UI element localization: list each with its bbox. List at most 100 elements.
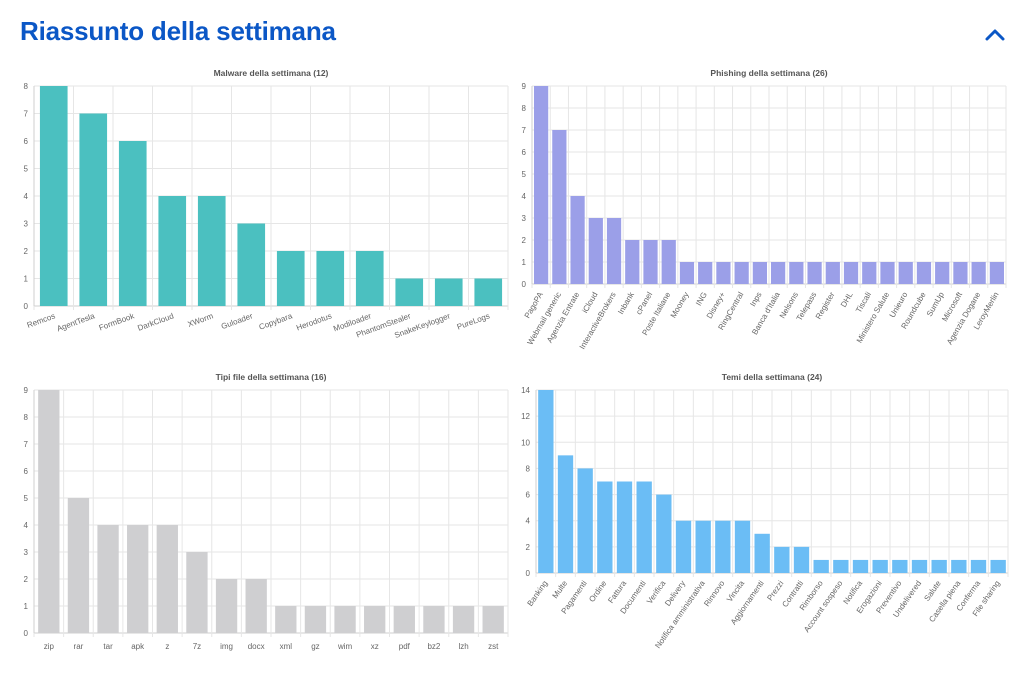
y-tick-label: 3 (24, 220, 29, 229)
topics-chart: Temi della settimana (24) 0 2 4 6 8 10 12 14 Bank… (512, 366, 1024, 666)
bar (715, 520, 731, 573)
page-title: Riassunto della settimana (20, 16, 336, 46)
bar (825, 262, 840, 284)
x-tick-label: FormBook (98, 311, 137, 332)
y-tick-label: 8 (526, 464, 531, 473)
bar (588, 218, 603, 284)
bar (538, 390, 554, 573)
chevron-up-icon (985, 29, 1005, 41)
x-tick-label: 7z (193, 642, 201, 651)
bar (156, 525, 178, 633)
bar (661, 240, 676, 284)
bar (852, 559, 869, 573)
bar (534, 86, 549, 284)
x-tick-label: ING (694, 291, 709, 308)
y-tick-label: 5 (522, 170, 527, 179)
y-tick-label: 1 (24, 275, 29, 284)
bar (197, 196, 226, 306)
y-tick-label: 0 (24, 302, 29, 311)
y-tick-label: 7 (522, 126, 527, 135)
bar (951, 559, 967, 573)
y-tick-label: 7 (24, 440, 29, 449)
x-tick-label: bz2 (427, 642, 440, 651)
bar (625, 240, 640, 284)
chart-title: Malware della settimana (12) (214, 68, 329, 78)
x-tick-label: Copybara (258, 311, 294, 332)
y-tick-label: 8 (522, 104, 527, 113)
bar (695, 520, 711, 573)
bar (643, 240, 658, 284)
bar (423, 606, 445, 633)
bar (434, 278, 463, 306)
y-tick-label: 4 (24, 192, 29, 201)
y-tick-label: 14 (521, 386, 530, 395)
x-tick-label: xml (280, 642, 293, 651)
chart-title: Tipi file della settimana (16) (216, 372, 327, 382)
bar (898, 262, 913, 284)
bar (734, 520, 751, 573)
bar (636, 481, 652, 573)
y-tick-label: 10 (521, 438, 530, 447)
y-tick-label: 3 (522, 214, 527, 223)
bar (971, 262, 986, 284)
y-tick-label: 8 (24, 82, 29, 91)
y-tick-label: 9 (522, 82, 527, 91)
x-tick-label: Remcos (26, 311, 57, 329)
bar (395, 278, 424, 306)
bar (656, 494, 672, 573)
y-tick-label: 0 (24, 629, 29, 638)
x-tick-label: zip (44, 642, 55, 651)
bar (118, 141, 147, 306)
bar (393, 606, 415, 633)
bar (237, 223, 266, 306)
collapse-button[interactable] (980, 22, 1010, 48)
x-tick-label: Banking (526, 579, 550, 608)
bar (97, 525, 119, 633)
x-tick-label: DHL (839, 290, 855, 309)
bar (606, 218, 622, 284)
x-tick-label: Rinnovo (702, 579, 727, 609)
x-tick-label: apk (131, 642, 145, 651)
bar (953, 262, 968, 284)
x-tick-label: XWorm (186, 311, 214, 329)
bar (771, 262, 786, 284)
bar (716, 262, 731, 284)
chart-title: Phishing della settimana (26) (710, 68, 827, 78)
bar (275, 606, 297, 633)
y-tick-label: 1 (24, 602, 29, 611)
x-tick-label: iCloud (580, 291, 599, 315)
bar (316, 251, 345, 306)
x-tick-label: lzh (458, 642, 468, 651)
y-tick-label: 3 (24, 548, 29, 557)
bar (989, 262, 1004, 284)
x-tick-label: InteractiveBrokers (578, 291, 618, 351)
bar (482, 606, 504, 633)
bar (789, 262, 804, 284)
bar (245, 579, 267, 633)
y-tick-label: 6 (522, 148, 527, 157)
bar (872, 559, 888, 573)
x-tick-label: Prezzi (765, 579, 785, 603)
bar (807, 262, 822, 284)
bar (355, 251, 384, 306)
bar (970, 559, 987, 573)
bar (616, 481, 633, 573)
y-tick-label: 2 (526, 543, 531, 552)
bar (215, 579, 238, 633)
x-tick-label: xz (371, 642, 379, 651)
y-tick-label: 7 (24, 110, 29, 119)
y-tick-label: 4 (24, 521, 29, 530)
bar (935, 262, 950, 284)
bar (557, 455, 574, 573)
bar (911, 559, 928, 573)
x-tick-label: Herodotus (295, 311, 333, 332)
bar (364, 606, 386, 633)
bar (452, 606, 475, 633)
y-tick-label: 6 (24, 137, 29, 146)
bar (304, 606, 327, 633)
x-tick-label: Tiscali (854, 290, 873, 314)
y-tick-label: 6 (526, 491, 531, 500)
x-tick-label: DarkCloud (136, 311, 175, 332)
y-tick-label: 0 (522, 280, 527, 289)
x-tick-label: PureLogs (456, 311, 491, 331)
